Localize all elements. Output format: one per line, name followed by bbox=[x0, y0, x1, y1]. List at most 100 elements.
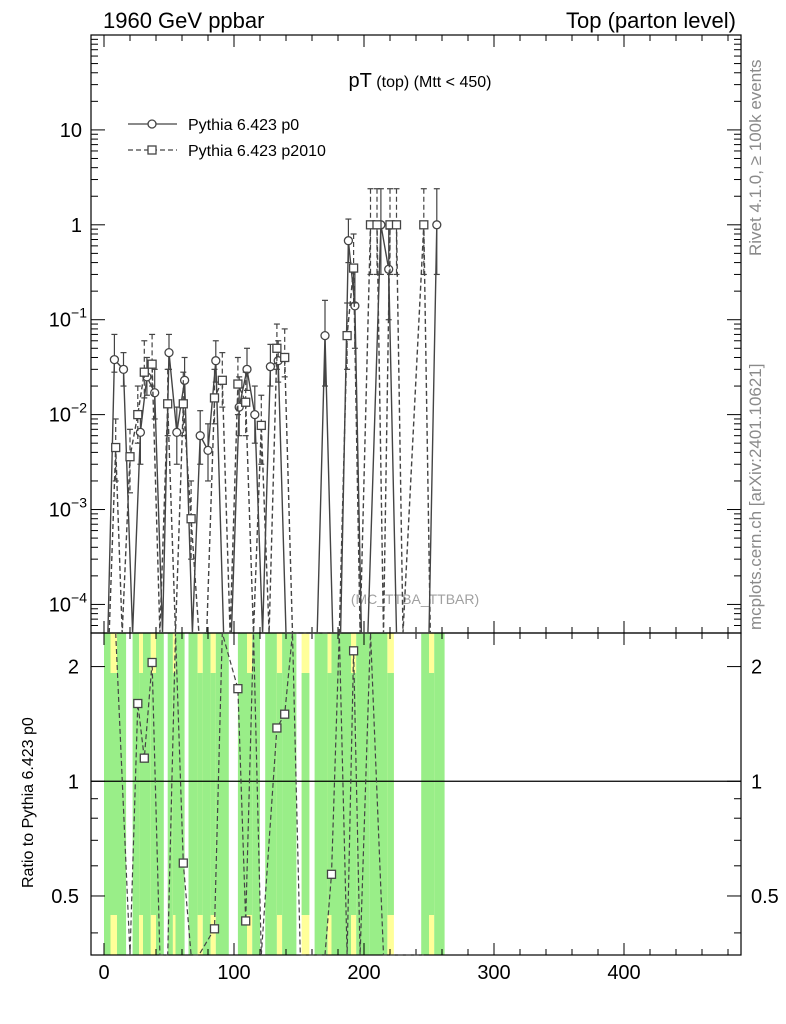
ratio-point-square bbox=[209, 924, 220, 934]
data-point-circle bbox=[109, 354, 120, 365]
analysis-watermark: (MC_TTBA_TTBAR) bbox=[351, 591, 479, 607]
series-p2010 bbox=[108, 188, 431, 634]
data-point-circle bbox=[179, 375, 190, 385]
data-point-square bbox=[178, 399, 188, 409]
ratio-uncertainty-band bbox=[143, 633, 151, 955]
legend-marker-circle bbox=[147, 119, 157, 129]
ratio-point-square bbox=[280, 709, 290, 719]
ratio-uncertainty-band bbox=[202, 633, 211, 955]
ratio-uncertainty-band bbox=[167, 633, 173, 955]
data-point-square bbox=[233, 379, 243, 389]
data-point-circle bbox=[172, 427, 182, 438]
y-tick-label: 10−4 bbox=[49, 589, 87, 616]
y-tick-label: 10−1 bbox=[49, 305, 87, 332]
ratio-uncertainty-band-inner bbox=[210, 673, 216, 915]
data-point-circle bbox=[320, 330, 330, 341]
data-point-square bbox=[163, 399, 173, 409]
data-point-square bbox=[372, 220, 382, 230]
data-point-square bbox=[272, 343, 282, 353]
ratio-y-tick-label-left: 2 bbox=[68, 657, 79, 679]
data-point-circle bbox=[150, 388, 160, 398]
ratio-uncertainty-band bbox=[156, 633, 164, 955]
ratio-uncertainty-band-inner bbox=[301, 673, 310, 915]
ratio-point-square bbox=[348, 646, 359, 656]
data-point-square bbox=[133, 409, 143, 420]
x-tick-label: 200 bbox=[347, 962, 380, 984]
y-tick-label: 10−3 bbox=[49, 495, 87, 522]
header-right-label: Top (parton level) bbox=[566, 8, 736, 33]
ratio-uncertainty-band-inner bbox=[247, 673, 253, 915]
data-point-square bbox=[125, 452, 135, 462]
ratio-point-square bbox=[178, 858, 188, 868]
legend-label: Pythia 6.423 p0 bbox=[188, 117, 299, 134]
data-point-circle bbox=[164, 347, 174, 358]
ratio-uncertainty-band-inner bbox=[110, 673, 117, 915]
data-point-circle bbox=[242, 364, 252, 374]
data-point-circle bbox=[265, 362, 276, 372]
data-point-circle bbox=[118, 364, 129, 374]
ratio-uncertainty-band-inner bbox=[197, 673, 203, 915]
data-point-square bbox=[139, 367, 149, 377]
ratio-uncertainty-band bbox=[237, 633, 247, 955]
data-point-circle bbox=[203, 445, 213, 456]
data-point-square bbox=[391, 220, 402, 230]
data-point-square bbox=[348, 263, 359, 273]
y-tick-label: 10−2 bbox=[49, 400, 87, 427]
ratio-uncertainty-band bbox=[314, 633, 328, 955]
legend-label: Pythia 6.423 p2010 bbox=[188, 143, 326, 160]
data-point-circle bbox=[211, 356, 221, 366]
ratio-uncertainty-band-inner bbox=[387, 673, 394, 915]
ratio-uncertainty-band bbox=[132, 633, 140, 955]
ratio-uncertainty-band-inner bbox=[276, 673, 283, 915]
ratio-point-square bbox=[272, 723, 282, 733]
data-point-circle bbox=[250, 409, 260, 420]
ratio-uncertainty-band bbox=[421, 633, 429, 955]
ratio-y-tick-label-left: 1 bbox=[68, 771, 79, 793]
ratio-uncertainty-band bbox=[175, 633, 185, 955]
series-line bbox=[108, 224, 431, 634]
ratio-uncertainty-band bbox=[252, 633, 260, 955]
y-tick-label: 1 bbox=[71, 215, 82, 237]
ratio-uncertainty-band-inner bbox=[351, 673, 357, 915]
data-point-square bbox=[147, 359, 157, 369]
series-p0 bbox=[107, 188, 442, 634]
data-point-circle bbox=[195, 431, 205, 441]
data-point-circle bbox=[432, 220, 442, 230]
ratio-uncertainty-band bbox=[265, 633, 277, 955]
x-tick-label: 400 bbox=[607, 962, 640, 984]
ratio-uncertainty-band-inner bbox=[429, 673, 435, 915]
ratio-series-p2010 bbox=[115, 632, 424, 956]
data-point-circle bbox=[343, 236, 354, 246]
data-point-square bbox=[280, 352, 290, 363]
ratio-uncertainty-band-inner bbox=[327, 673, 332, 915]
ratio-point-square bbox=[139, 753, 149, 763]
y-tick-label: 10 bbox=[60, 120, 82, 142]
ratio-line bbox=[115, 632, 424, 956]
data-point-square bbox=[342, 330, 352, 341]
legend-entry-p0: Pythia 6.423 p0 bbox=[128, 117, 299, 134]
ratio-uncertainty-band-inner bbox=[172, 673, 176, 915]
ratio-y-tick-label-right: 2 bbox=[751, 657, 762, 679]
ratio-uncertainty-band bbox=[188, 633, 198, 955]
ratio-point-square bbox=[233, 684, 243, 694]
plot-title: pT (top) (Mtt < 450) bbox=[349, 70, 492, 92]
ratio-point-square bbox=[147, 657, 157, 668]
ratio-uncertainty-band bbox=[434, 633, 445, 955]
ratio-point-square bbox=[326, 869, 337, 879]
data-point-square bbox=[209, 393, 220, 403]
ratio-uncertainty-band bbox=[282, 633, 297, 955]
ratio-uncertainty-band bbox=[104, 633, 111, 955]
x-tick-label: 300 bbox=[477, 962, 510, 984]
ratio-y-tick-label-right: 1 bbox=[751, 771, 762, 793]
ratio-y-tick-label-left: 0.5 bbox=[51, 886, 79, 908]
ratio-point-square bbox=[133, 698, 143, 709]
ratio-y-tick-label-right: 0.5 bbox=[751, 886, 779, 908]
ratio-uncertainty-band bbox=[369, 633, 388, 955]
data-point-square bbox=[241, 397, 251, 407]
ratio-uncertainty-band-inner bbox=[150, 673, 156, 915]
data-point-square bbox=[111, 442, 121, 453]
data-point-square bbox=[186, 514, 196, 524]
data-point-square bbox=[256, 420, 266, 431]
x-tick-label: 100 bbox=[217, 962, 250, 984]
data-point-square bbox=[217, 375, 227, 385]
